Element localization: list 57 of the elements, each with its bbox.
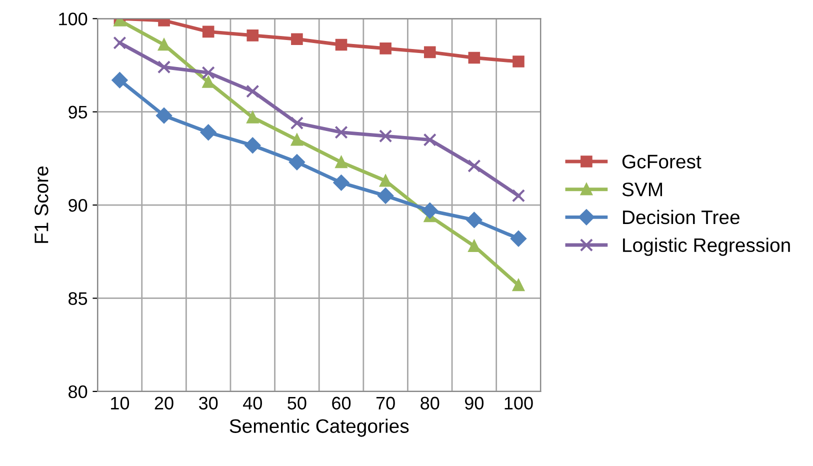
- y-tick-label: 80: [68, 385, 88, 398]
- point: [512, 279, 524, 292]
- point: [380, 42, 392, 54]
- point: [246, 84, 260, 98]
- point: [378, 129, 392, 143]
- y-tick-label: 100: [59, 12, 88, 26]
- point: [202, 66, 215, 80]
- point: [291, 134, 303, 146]
- y-axis-title: F1 Score: [34, 166, 48, 243]
- point: [202, 76, 214, 88]
- point: [244, 137, 261, 154]
- legend-label: Decision Tree: [623, 210, 740, 224]
- point: [380, 174, 392, 187]
- x-tick-label: 10: [111, 396, 130, 410]
- point: [468, 159, 481, 172]
- y-tick-label: 85: [68, 292, 88, 305]
- point: [246, 30, 259, 42]
- point: [422, 202, 438, 219]
- point: [112, 72, 128, 88]
- point: [468, 52, 480, 64]
- point: [158, 38, 170, 51]
- point: [289, 154, 305, 170]
- point: [334, 126, 348, 139]
- point: [291, 33, 303, 46]
- point: [466, 212, 482, 228]
- x-tick-label: 100: [504, 396, 533, 410]
- x-tick-label: 80: [420, 396, 440, 410]
- x-tick-label: 60: [332, 396, 351, 410]
- x-tick-label: 50: [288, 396, 306, 410]
- x-tick-label: 70: [376, 396, 395, 410]
- point: [333, 174, 350, 191]
- point: [468, 240, 480, 252]
- x-tick-label: 30: [198, 396, 218, 410]
- point: [423, 133, 436, 146]
- y-tick-label: 90: [68, 198, 88, 212]
- legend-label: GcForest: [622, 154, 702, 168]
- point: [157, 60, 171, 74]
- point: [424, 46, 436, 58]
- point: [335, 38, 348, 51]
- point: [510, 230, 526, 247]
- legend-label: SVM: [622, 182, 662, 196]
- legend-label: Logistic Regression: [623, 238, 790, 256]
- point: [113, 36, 126, 50]
- y-tick-label: 95: [68, 106, 88, 119]
- point: [512, 189, 526, 202]
- point: [335, 156, 348, 168]
- point: [378, 188, 394, 204]
- point: [246, 112, 259, 124]
- x-axis-title: Sementic Categories: [230, 418, 409, 437]
- point: [202, 26, 214, 38]
- point: [290, 116, 304, 130]
- x-tick-label: 20: [154, 396, 174, 410]
- point: [200, 124, 216, 140]
- x-tick-label: 40: [243, 396, 262, 410]
- point: [156, 108, 172, 124]
- point: [512, 56, 524, 68]
- x-tick-label: 90: [464, 396, 484, 410]
